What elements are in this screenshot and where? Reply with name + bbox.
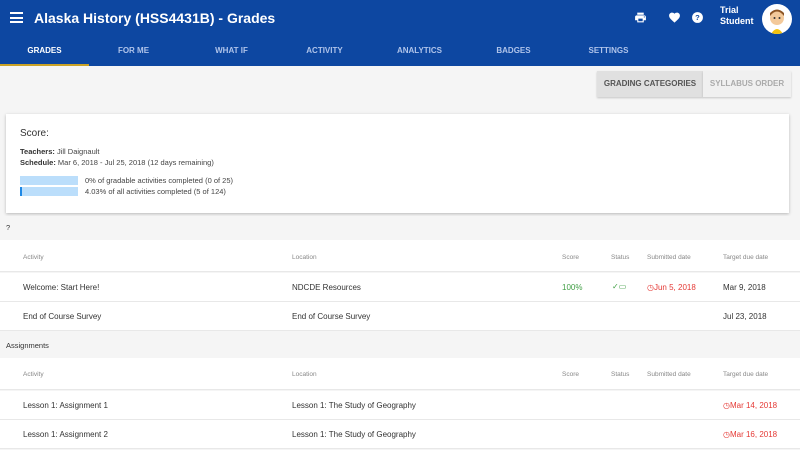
due-date-overdue: ◷Mar 16, 2018 xyxy=(723,430,778,439)
section-header: Assignments xyxy=(0,334,800,358)
table-row[interactable]: Lesson 1: Assignment 2 Lesson 1: The Stu… xyxy=(0,420,800,449)
tab-for-me[interactable]: FOR ME xyxy=(117,46,150,55)
grading-categories-button[interactable]: GRADING CATEGORIES xyxy=(597,71,703,97)
gradable-progress-bar xyxy=(20,176,78,185)
print-icon[interactable] xyxy=(634,11,647,27)
schedule-line: Schedule: Mar 6, 2018 - Jul 25, 2018 (12… xyxy=(20,158,214,167)
all-progress-bar xyxy=(20,187,78,196)
gradable-progress-text: 0% of gradable activities completed (0 o… xyxy=(85,176,233,185)
tab-what-if[interactable]: WHAT IF xyxy=(215,46,248,55)
tab-activity[interactable]: ACTIVITY xyxy=(306,46,343,55)
syllabus-order-button[interactable]: SYLLABUS ORDER xyxy=(703,71,791,97)
tab-analytics[interactable]: ANALYTICS xyxy=(396,46,443,55)
completed-status-icon: ✓▭ xyxy=(612,282,627,291)
sort-bar: GRADING CATEGORIES SYLLABUS ORDER xyxy=(0,66,800,102)
tab-settings[interactable]: SETTINGS xyxy=(588,46,629,55)
table-row[interactable]: Welcome: Start Here! NDCDE Resources 100… xyxy=(0,273,800,302)
table-row[interactable]: Lesson 1: Assignment 1 Lesson 1: The Stu… xyxy=(0,391,800,420)
summary-card: Score: Teachers: Jill Daignault Schedule… xyxy=(6,114,789,213)
svg-text:?: ? xyxy=(695,13,700,22)
score-label: Score: xyxy=(20,128,49,139)
table-row[interactable]: End of Course Survey End of Course Surve… xyxy=(0,302,800,331)
tab-grades[interactable]: GRADES xyxy=(0,38,89,66)
tab-bar: GRADES FOR ME WHAT IF ACTIVITY ANALYTICS… xyxy=(0,38,800,66)
user-name[interactable]: Trial Student xyxy=(720,5,754,26)
clock-icon: ◷ xyxy=(723,430,730,439)
all-progress-text: 4.03% of all activities completed (5 of … xyxy=(85,187,226,196)
menu-icon[interactable] xyxy=(10,12,23,23)
help-icon[interactable]: ? xyxy=(691,11,704,27)
section-header: ? xyxy=(0,216,800,240)
clock-icon: ◷ xyxy=(647,283,654,292)
heart-icon[interactable] xyxy=(668,11,681,27)
table-header: Activity Location Score Status Submitted… xyxy=(0,358,800,390)
teachers-line: Teachers: Jill Daignault xyxy=(20,147,100,156)
tab-badges[interactable]: BADGES xyxy=(496,46,531,55)
due-date-overdue: ◷Mar 14, 2018 xyxy=(723,401,778,410)
table-header: Activity Location Score Status Submitted… xyxy=(0,240,800,272)
app-header: Alaska History (HSS4431B) - Grades ? Tri… xyxy=(0,0,800,38)
page-title: Alaska History (HSS4431B) - Grades xyxy=(34,10,276,26)
avatar[interactable] xyxy=(762,4,792,34)
clock-icon: ◷ xyxy=(723,401,730,410)
submitted-date: ◷Jun 5, 2018 xyxy=(647,283,696,292)
